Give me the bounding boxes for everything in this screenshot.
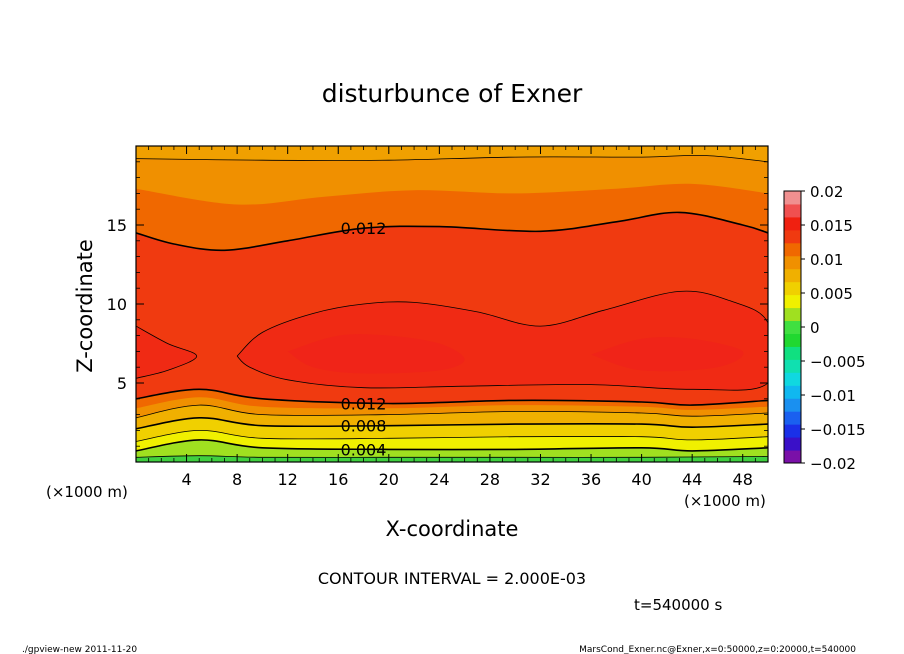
x-tick-label: 40: [631, 470, 651, 489]
y-axis: 5 10 15: [107, 161, 768, 447]
footer-right: MarsCond_Exner.nc@Exner,x=0:50000,z=0:20…: [579, 645, 856, 654]
contour-line: [136, 154, 768, 163]
colorbar: [783, 190, 802, 464]
colorbar-swatch: [784, 333, 801, 347]
colorbar-tick-label: 0.015: [810, 217, 853, 235]
y-tick-label: 5: [117, 374, 127, 393]
x-tick-label: 28: [480, 470, 500, 489]
colorbar-tick-label: 0.02: [810, 183, 843, 201]
x-tick-label: 4: [181, 470, 191, 489]
colorbar-swatch: [784, 255, 801, 270]
x-tick-label: 44: [682, 470, 702, 489]
colorbar-tick-label: −0.02: [810, 455, 856, 473]
x-tick-label: 48: [733, 470, 753, 489]
contour-line: [136, 416, 768, 430]
colorbar-swatch: [784, 242, 801, 257]
colorbar-swatch: [784, 437, 801, 451]
contour-line: [136, 429, 768, 442]
contour-label: 0.008: [341, 417, 387, 436]
band-upper-2: [136, 146, 768, 162]
contour-line: [136, 439, 768, 452]
contour-label: 0.004: [341, 440, 387, 459]
colorbar-swatch: [784, 359, 801, 373]
y-axis-label: Z-coordinate: [73, 239, 97, 373]
chart-title: disturbunce of Exner: [322, 79, 583, 108]
colorbar-swatch: [784, 307, 801, 322]
x-tick-label: 36: [581, 470, 601, 489]
contour-line: [136, 455, 768, 458]
colorbar-swatch: [784, 385, 801, 399]
y-tick-label: 15: [107, 216, 127, 235]
colorbar-swatch: [784, 450, 801, 464]
contour-line: [136, 388, 768, 406]
contour-label: 0.012: [341, 395, 387, 414]
colorbar-swatch: [784, 346, 801, 360]
x-axis: 4 8 12 16 20 24 28 32 36 40 44 48: [148, 146, 756, 489]
y-tick-label: 10: [107, 295, 127, 314]
colorbar-swatch: [784, 268, 801, 283]
x-tick-label: 20: [379, 470, 399, 489]
core-region-1: [591, 336, 744, 372]
colorbar-swatch: [784, 203, 801, 218]
colorbar-swatch: [784, 191, 801, 205]
colorbar-swatch: [784, 372, 801, 386]
time-label: t=540000 s: [634, 596, 722, 614]
contour-line: [136, 325, 198, 379]
x-tick-label: 16: [328, 470, 348, 489]
contour-line: [236, 290, 768, 391]
colorbar-ticks: 0.02 0.015 0.01 0.005 0 −0.005 −0.01 −0.015 −0.0…: [801, 183, 866, 473]
contour-label: 0.012: [341, 219, 387, 238]
colorbar-swatch: [784, 320, 801, 334]
contour-line: [136, 404, 768, 419]
colorbar-swatch: [784, 216, 801, 231]
colorbar-swatch: [784, 229, 801, 244]
colorbar-swatch: [784, 294, 801, 309]
x-unit-right: (×1000 m): [684, 492, 766, 510]
colorbar-tick-label: −0.015: [810, 421, 866, 439]
footer-left: ./gpview-new 2011-11-20: [22, 645, 137, 654]
x-tick-label: 8: [232, 470, 242, 489]
colorbar-tick-label: 0: [810, 319, 820, 337]
colorbar-tick-label: 0.005: [810, 285, 853, 303]
contour-labels: 0.012 0.012 0.008 0.004: [341, 219, 387, 459]
colorbar-tick-label: −0.005: [810, 353, 866, 371]
x-axis-label: X-coordinate: [386, 517, 519, 541]
colorbar-swatch: [784, 411, 801, 425]
x-tick-label: 12: [278, 470, 298, 489]
contour-lines: [136, 154, 768, 458]
x-tick-label: 32: [530, 470, 550, 489]
x-tick-label: 24: [429, 470, 449, 489]
colorbar-swatch: [784, 398, 801, 412]
colorbar-tick-label: 0.01: [810, 251, 843, 269]
colorbar-swatch: [784, 424, 801, 438]
colorbar-swatch: [784, 281, 801, 296]
band-lower-5: [136, 439, 768, 462]
colorbar-tick-label: −0.01: [810, 387, 856, 405]
contour-interval: CONTOUR INTERVAL = 2.000E-03: [318, 569, 586, 588]
contour-fill-area: [136, 146, 768, 462]
core-region-0: [287, 334, 465, 374]
contour-line: [136, 211, 768, 252]
x-unit-left: (×1000 m): [46, 483, 128, 501]
